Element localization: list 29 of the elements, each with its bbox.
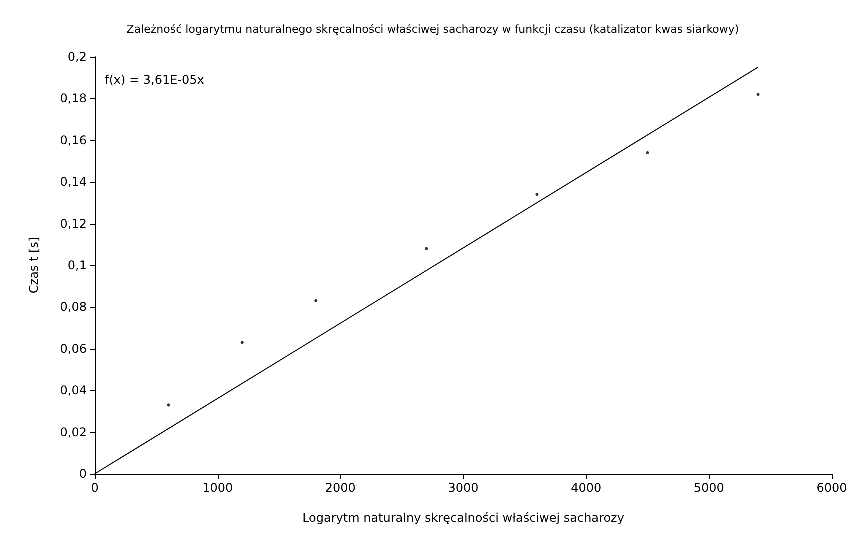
chart-title: Zależność logarytmu naturalnego skręcalności właściwej sacharozy w funkcji czasu (katalizator kwas siarkowy) <box>126 23 740 36</box>
x-tick-label: 0 <box>91 481 99 495</box>
x-tick-label: 4000 <box>571 481 602 495</box>
y-tick-label: 0,04 <box>60 384 87 398</box>
x-tick-label: 3000 <box>448 481 479 495</box>
y-axis-title: Czas t [s] <box>27 237 41 294</box>
point <box>536 193 539 196</box>
y-tick-label: 0,12 <box>60 216 87 231</box>
x-tick-label: 5000 <box>694 481 724 495</box>
y-tick-label: 0,18 <box>60 92 87 106</box>
y-tick-label: 0,1 <box>68 258 87 272</box>
y-tick-label: 0,16 <box>60 133 87 148</box>
x-tick-label: 2000 <box>325 481 356 495</box>
y-tick-label: 0,02 <box>60 425 87 440</box>
point <box>167 404 170 407</box>
annotation: f(x) = 3,61E-05x <box>105 73 204 87</box>
y-tick-label: 0,14 <box>60 175 87 190</box>
y-tick-label: 0 <box>79 467 87 481</box>
y-tick-label: 0,2 <box>68 50 87 64</box>
point <box>240 341 244 344</box>
point <box>646 151 650 154</box>
y-tick-label: 0,06 <box>60 342 87 356</box>
point <box>314 299 318 302</box>
x-axis-title: Logarytm naturalny skręcalności właściwej sacharozy <box>302 511 624 525</box>
x-tick-label: 1000 <box>202 481 234 495</box>
point <box>756 93 760 96</box>
x-tick-label: 6000 <box>816 481 848 495</box>
point <box>425 247 428 250</box>
y-tick-label: 0,08 <box>60 300 87 314</box>
